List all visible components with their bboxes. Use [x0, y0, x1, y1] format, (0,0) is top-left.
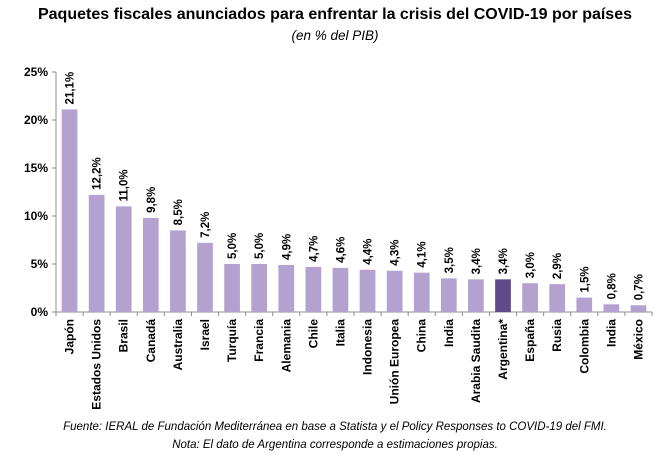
y-tick-label: 10% [24, 209, 48, 223]
category-label: Francia [252, 319, 266, 362]
value-label: 1,5% [579, 266, 591, 292]
category-label: Colombia [577, 319, 591, 374]
y-tick-label: 15% [24, 161, 48, 175]
value-label: 12,2% [92, 157, 104, 190]
category-label: Italia [333, 319, 347, 347]
bar [197, 242, 213, 312]
bar [142, 217, 159, 312]
bar [88, 194, 105, 312]
bar [522, 283, 538, 312]
category-label: Rusia [550, 319, 564, 352]
category-label: China [415, 319, 429, 353]
value-label: 0,8% [606, 273, 618, 299]
argentina-note: Nota: El dato de Argentina corresponde a… [172, 439, 498, 451]
category-label: México [631, 319, 645, 360]
y-tick-label: 5% [31, 257, 49, 271]
value-label: 5,0% [227, 233, 239, 259]
value-label: 4,7% [308, 236, 320, 262]
category-label: Unión Europea [388, 319, 402, 405]
value-label: 9,8% [146, 187, 158, 213]
bar [251, 264, 268, 312]
category-label: Argentina* [496, 319, 510, 380]
bar [630, 305, 647, 312]
category-label: Turquía [225, 319, 239, 362]
bar [332, 267, 349, 312]
category-label: Israel [198, 319, 212, 350]
value-label: 3,5% [444, 247, 456, 273]
value-label: 11,0% [119, 169, 131, 201]
bar [576, 297, 593, 312]
category-label: Arabia Saudita [469, 319, 483, 403]
category-label: Chile [306, 319, 320, 349]
bar [603, 304, 620, 312]
bar [440, 278, 457, 312]
chart-title: Paquetes fiscales anunciados para enfren… [37, 6, 632, 23]
value-label: 5,0% [254, 233, 266, 259]
source-note: Fuente: IERAL de Fundación Mediterránea … [63, 421, 607, 433]
y-tick-label: 25% [24, 65, 48, 79]
chart-subtitle: (en % del PIB) [291, 28, 379, 43]
bar [468, 279, 484, 312]
y-tick-label: 20% [24, 113, 48, 127]
value-label: 3,4% [471, 248, 483, 274]
category-label: Alemania [279, 319, 293, 373]
value-label: 4,6% [335, 237, 347, 263]
value-label: 21,1% [65, 72, 77, 105]
bar [359, 269, 376, 312]
category-label: Indonesia [361, 319, 375, 375]
value-label: 4,4% [363, 239, 375, 265]
value-label: 8,5% [173, 199, 185, 225]
category-label: Australia [171, 319, 185, 371]
bar [278, 264, 295, 312]
bar [170, 230, 186, 312]
value-label: 4,1% [417, 241, 429, 267]
value-label: 2,9% [552, 253, 564, 279]
bar [61, 109, 78, 312]
category-label: India [442, 319, 456, 347]
category-label: España [523, 319, 537, 362]
category-label: Brasil [117, 319, 131, 352]
value-label: 7,2% [200, 212, 212, 238]
value-label: 4,3% [390, 240, 402, 266]
value-label: 4,9% [281, 234, 293, 260]
category-label: India [604, 319, 618, 347]
bar [495, 279, 511, 312]
value-label: 3,4% [498, 248, 510, 274]
bar [224, 264, 240, 312]
bar [549, 284, 566, 312]
bar-chart: 0% 5% 10% 15% 20% 25% 21,1% Japón 12,2% Estados U… [24, 65, 653, 410]
bar [413, 272, 430, 312]
value-label: 0,7% [633, 274, 645, 300]
y-tick-label: 0% [31, 305, 49, 319]
category-label: Estados Unidos [90, 319, 104, 410]
category-label: Japón [63, 319, 77, 354]
bar [386, 270, 403, 312]
value-label: 3,0% [525, 252, 537, 278]
bar [115, 206, 132, 312]
category-label: Canadá [144, 319, 158, 363]
bar [305, 266, 322, 312]
